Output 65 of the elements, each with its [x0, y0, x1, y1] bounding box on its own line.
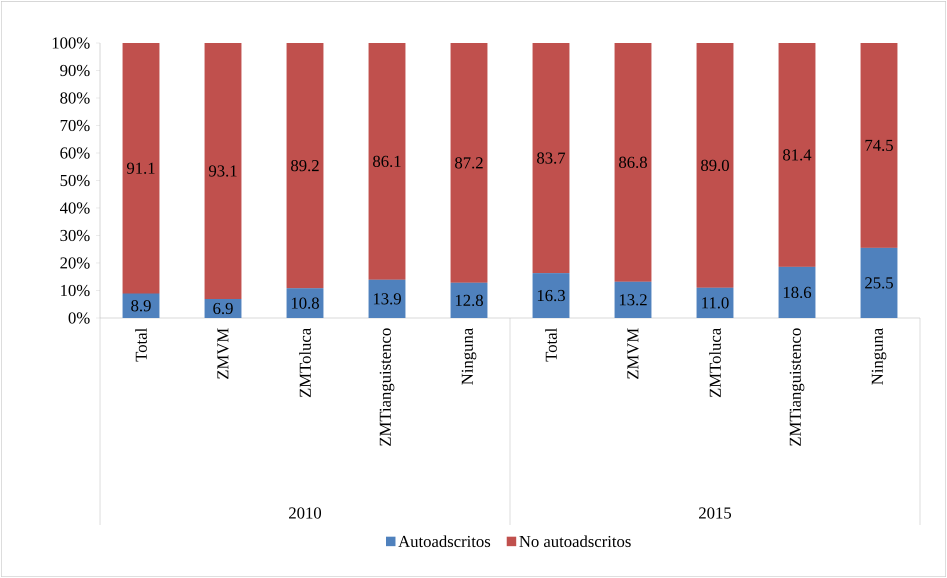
data-label: 16.3	[538, 290, 565, 302]
bar	[286, 42, 324, 288]
bar	[204, 42, 242, 300]
x-tick-label: ZMToluca	[299, 328, 311, 398]
y-tick-label: 40%	[60, 202, 90, 214]
bar	[860, 248, 898, 318]
y-tick-label: 100%	[52, 37, 90, 49]
x-tick-label: Total	[545, 328, 557, 362]
legend-label: Autoadscritos	[398, 535, 490, 548]
bar	[122, 42, 160, 294]
bar	[450, 42, 488, 283]
bar	[122, 294, 160, 318]
x-tick-label: ZMVM	[627, 328, 639, 379]
data-label: 91.1	[126, 162, 155, 174]
x-tick-label: Ninguna	[462, 328, 476, 385]
data-label: 89.2	[291, 160, 319, 172]
data-label: 13.2	[620, 294, 647, 306]
data-label: 81.4	[783, 149, 812, 161]
x-tick-label: Total	[135, 328, 147, 362]
data-label: 83.7	[537, 152, 566, 164]
bar	[532, 42, 570, 274]
data-label: 86.1	[373, 156, 401, 168]
x-tick-label: Ninguna	[872, 328, 886, 385]
data-label: 6.9	[213, 302, 233, 314]
y-tick-label: 50%	[60, 174, 90, 186]
y-tick-label: 60%	[60, 147, 90, 159]
x-tick-label: ZMTianguistenco	[380, 328, 394, 446]
bar	[532, 273, 570, 318]
x-tick-label: ZMTianguistenco	[790, 328, 804, 446]
data-label: 93.1	[208, 165, 237, 177]
x-tick-label: ZMToluca	[709, 328, 721, 398]
data-label: 74.5	[866, 140, 893, 152]
bar	[614, 282, 652, 318]
y-tick-label: 0%	[68, 312, 90, 324]
data-label: 86.8	[619, 156, 647, 168]
bar	[696, 42, 734, 288]
bar	[286, 288, 324, 318]
data-label: 12.8	[456, 294, 483, 306]
legend-label: No autoadscritos	[519, 535, 631, 548]
y-tick-label: 20%	[60, 257, 90, 269]
bar	[204, 299, 242, 318]
y-tick-label: 30%	[60, 230, 90, 242]
y-tick-label: 70%	[60, 120, 90, 132]
bar	[368, 42, 406, 280]
data-label: 10.8	[292, 297, 319, 309]
text: 2010	[289, 507, 322, 519]
x-tick-label: ZMVM	[217, 328, 229, 379]
y-tick-label: 80%	[60, 92, 90, 104]
data-label: 89.0	[701, 160, 729, 172]
data-label: 87.2	[455, 157, 483, 169]
data-label: 18.6	[784, 286, 812, 298]
bar	[696, 288, 734, 318]
bar	[778, 266, 816, 318]
data-label: 13.9	[374, 293, 401, 305]
bar	[778, 42, 816, 267]
data-label: 25.5	[865, 277, 893, 289]
y-tick-label: 10%	[61, 284, 90, 296]
bar	[450, 282, 488, 318]
bar	[368, 280, 406, 318]
text: 2015	[699, 507, 732, 519]
data-label: 11.0	[702, 297, 729, 309]
y-tick-label: 90%	[60, 64, 90, 76]
bar	[614, 42, 652, 282]
bar	[860, 42, 898, 248]
data-label: 8.9	[131, 300, 151, 312]
